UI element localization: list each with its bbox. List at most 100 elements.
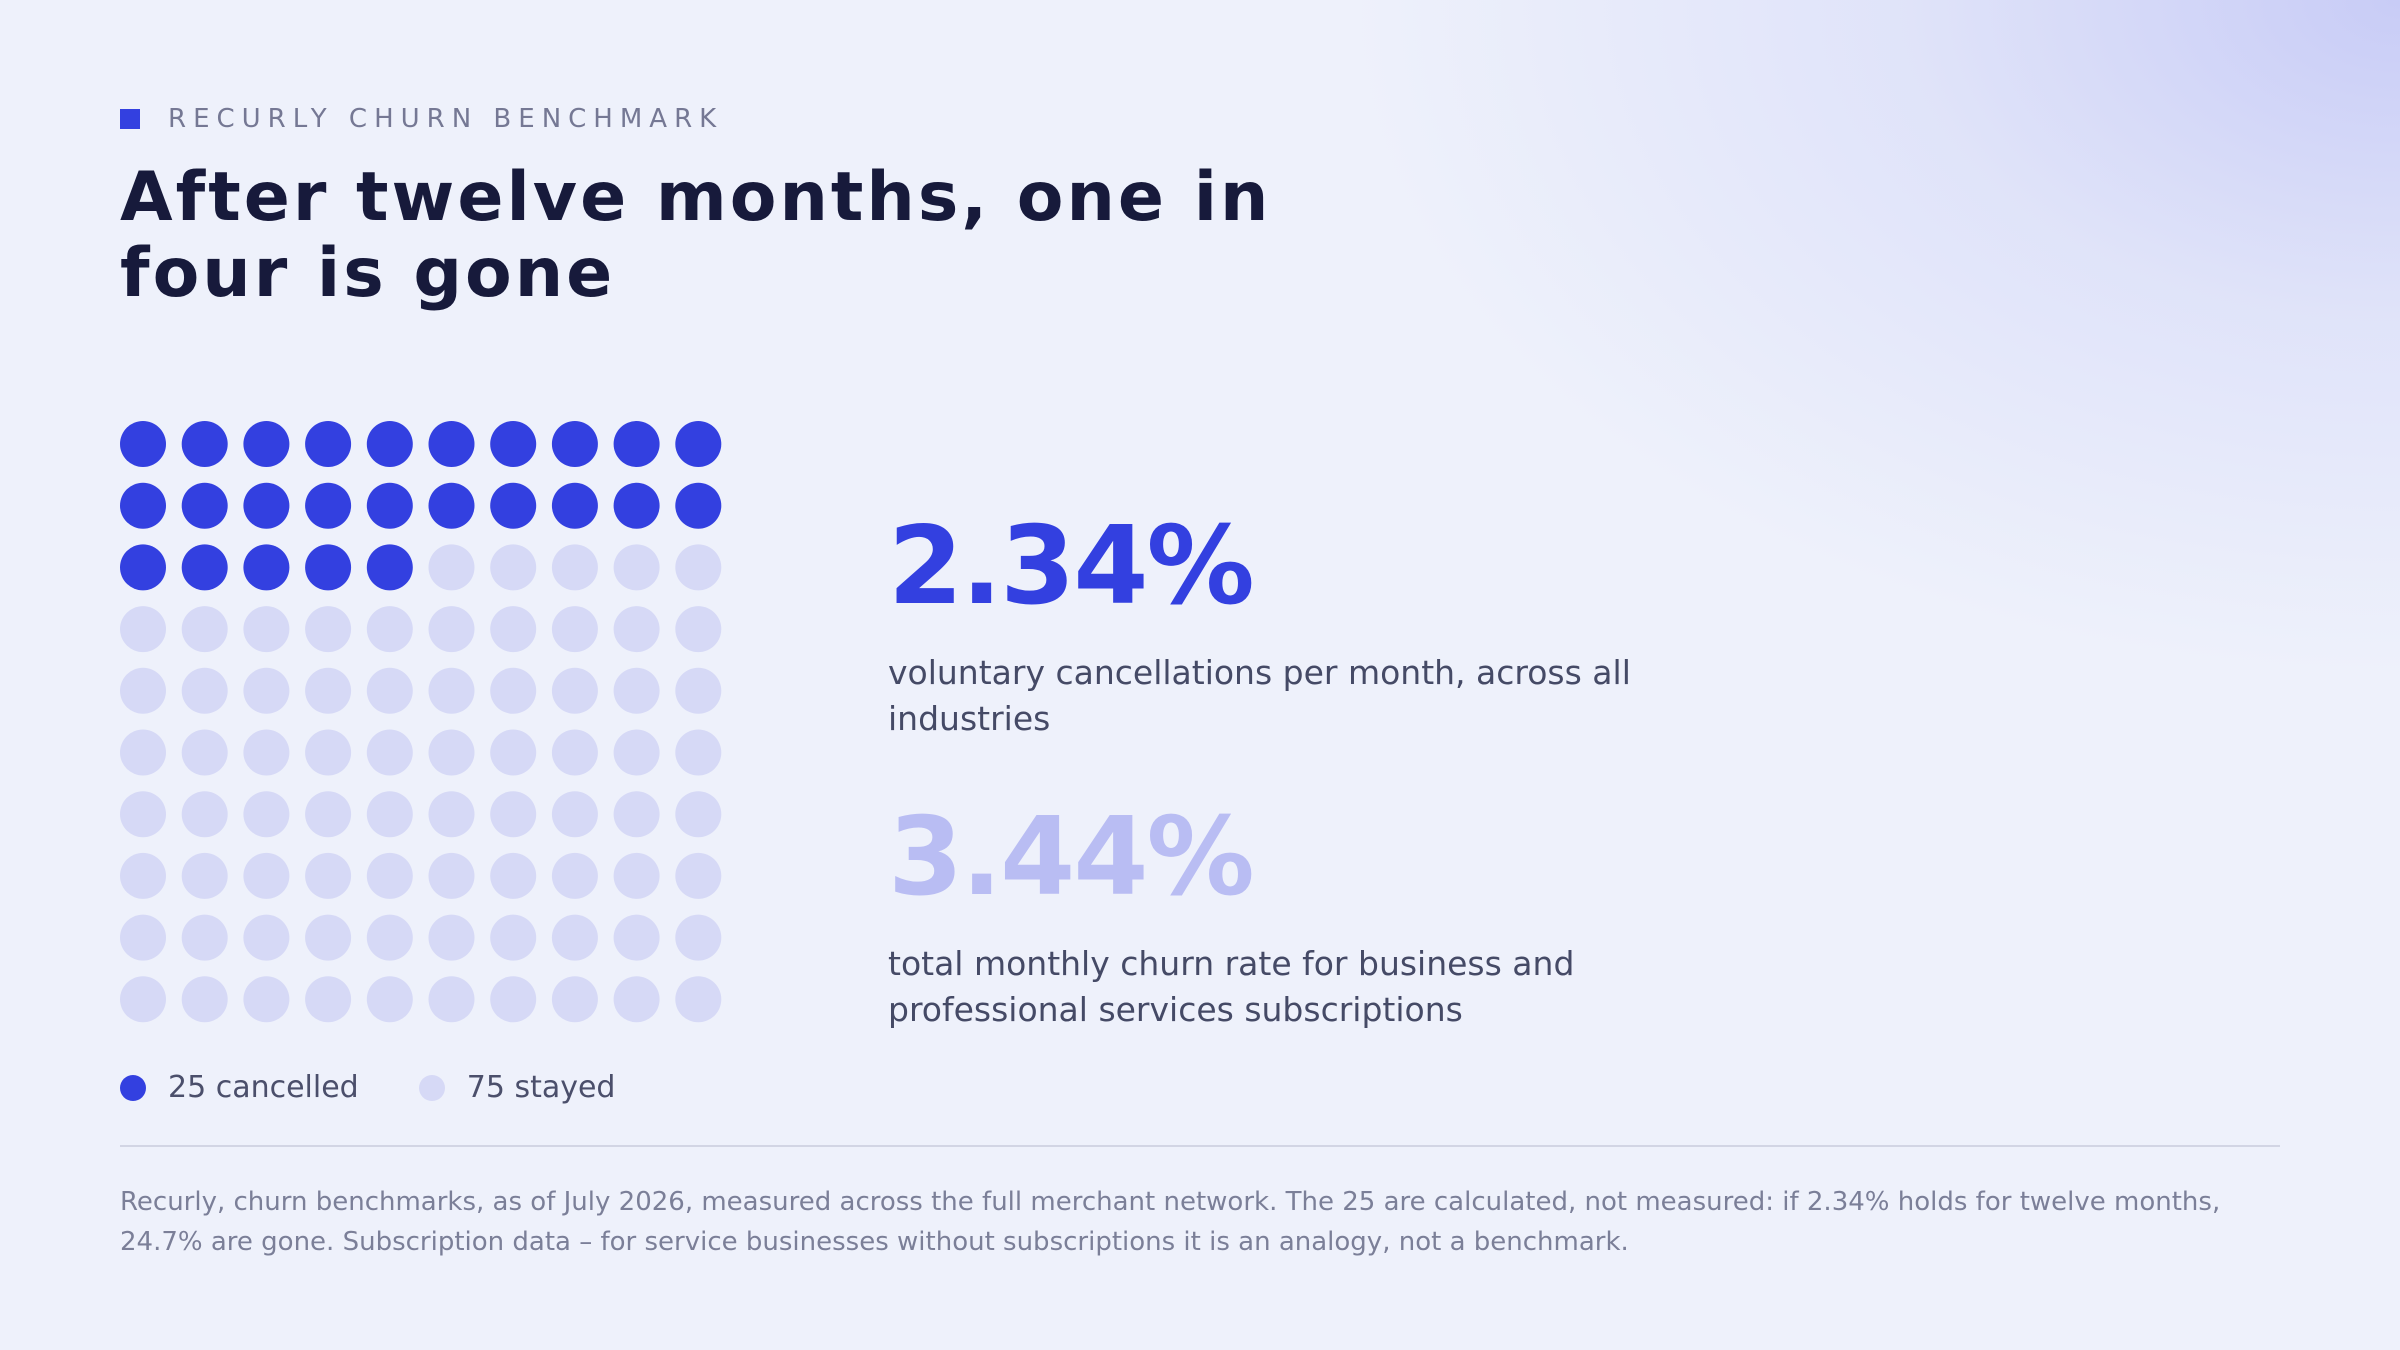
waffle-dot-stayed [428,791,475,838]
waffle-dot-stayed [675,852,722,899]
waffle-dot-stayed [613,729,660,776]
waffle-dot-stayed [305,791,352,838]
waffle-dot-cancelled [428,482,475,529]
waffle-dot-cancelled [181,482,228,529]
waffle-dot-cancelled [490,482,537,529]
chart-legend: 25 cancelled 75 stayed [120,1070,675,1105]
waffle-dot-stayed [243,791,290,838]
legend-dot-icon [120,1074,146,1101]
waffle-dot-stayed [181,729,228,776]
waffle-dot-stayed [366,914,413,961]
waffle-dot-stayed [120,606,166,653]
waffle-dot-stayed [366,976,413,1023]
waffle-dot-stayed [366,606,413,653]
waffle-dot-stayed [181,976,228,1023]
waffle-dot-stayed [181,791,228,838]
waffle-dot-cancelled [366,482,413,529]
eyebrow: RECURLY CHURN BENCHMARK [120,104,723,134]
waffle-dot-stayed [490,914,537,961]
stat-description: voluntary cancellations per month, acros… [888,653,1631,738]
stat-value: 2.34% [888,504,1255,629]
waffle-dot-cancelled [120,482,166,529]
waffle-dot-stayed [366,852,413,899]
waffle-dot-stayed [243,914,290,961]
waffle-dot-stayed [366,667,413,714]
waffle-dot-stayed [243,606,290,653]
waffle-dot-stayed [428,914,475,961]
waffle-dot-stayed [551,544,598,591]
legend-item-cancelled: 25 cancelled [120,1070,359,1105]
waffle-dot-stayed [243,667,290,714]
legend-label-stayed: 75 stayed [466,1070,616,1105]
stat-total-churn: 3.44% total monthly churn rate for busin… [888,803,1648,1033]
footnote: Recurly, churn benchmarks, as of July 20… [120,1187,2221,1257]
waffle-dot-stayed [120,729,166,776]
waffle-dot-stayed [181,606,228,653]
waffle-dot-stayed [366,729,413,776]
waffle-dot-stayed [490,729,537,776]
waffle-dot-stayed [613,852,660,899]
waffle-dot-stayed [243,729,290,776]
waffle-dot-cancelled [243,482,290,529]
waffle-dot-stayed [120,791,166,838]
waffle-dot-stayed [243,976,290,1023]
waffle-dot-cancelled [428,421,475,467]
waffle-dot-stayed [305,606,352,653]
waffle-dot-stayed [675,914,722,961]
waffle-dot-stayed [490,976,537,1023]
waffle-dot-stayed [120,914,166,961]
waffle-dot-stayed [428,606,475,653]
waffle-dot-stayed [613,914,660,961]
waffle-dot-cancelled [490,421,537,467]
waffle-dot-stayed [243,852,290,899]
waffle-dot-stayed [675,667,722,714]
waffle-dot-cancelled [305,421,352,467]
waffle-dot-stayed [490,852,537,899]
legend-item-stayed: 75 stayed [418,1070,616,1105]
waffle-dot-cancelled [243,544,290,591]
waffle-dot-stayed [366,791,413,838]
waffle-dot-stayed [675,544,722,591]
waffle-chart [120,421,722,1023]
waffle-dot-cancelled [675,421,722,467]
waffle-dot-stayed [613,667,660,714]
waffle-dot-cancelled [366,544,413,591]
eyebrow-label: RECURLY CHURN BENCHMARK [168,104,724,134]
waffle-dot-cancelled [181,544,228,591]
waffle-dot-cancelled [305,544,352,591]
eyebrow-square-icon [120,109,140,129]
waffle-dot-stayed [675,976,722,1023]
waffle-dot-cancelled [120,544,166,591]
waffle-dot-stayed [551,791,598,838]
waffle-dot-stayed [305,852,352,899]
waffle-dot-cancelled [243,421,290,467]
waffle-dot-stayed [428,729,475,776]
waffle-dot-stayed [490,544,537,591]
waffle-dot-cancelled [120,421,166,467]
waffle-dot-stayed [613,606,660,653]
waffle-dot-stayed [305,914,352,961]
waffle-dot-stayed [305,976,352,1023]
waffle-dot-stayed [551,729,598,776]
waffle-dot-cancelled [613,421,660,467]
waffle-dot-cancelled [551,482,598,529]
waffle-dot-stayed [675,791,722,838]
waffle-dot-stayed [428,667,475,714]
waffle-dot-stayed [120,667,166,714]
waffle-dot-stayed [490,667,537,714]
waffle-dot-stayed [613,976,660,1023]
stat-voluntary-cancellations: 2.34% voluntary cancellations per month,… [888,512,1648,742]
waffle-dot-stayed [490,791,537,838]
waffle-dot-stayed [181,667,228,714]
divider [120,1145,2280,1147]
legend-dot-icon [418,1074,445,1101]
waffle-dot-stayed [428,852,475,899]
waffle-dot-stayed [490,606,537,653]
waffle-dot-stayed [613,791,660,838]
waffle-dot-stayed [675,729,722,776]
waffle-dot-stayed [675,606,722,653]
waffle-dot-stayed [551,914,598,961]
waffle-dot-stayed [551,852,598,899]
page-title: After twelve months, one in four is gone [120,158,1272,313]
waffle-dot-cancelled [675,482,722,529]
